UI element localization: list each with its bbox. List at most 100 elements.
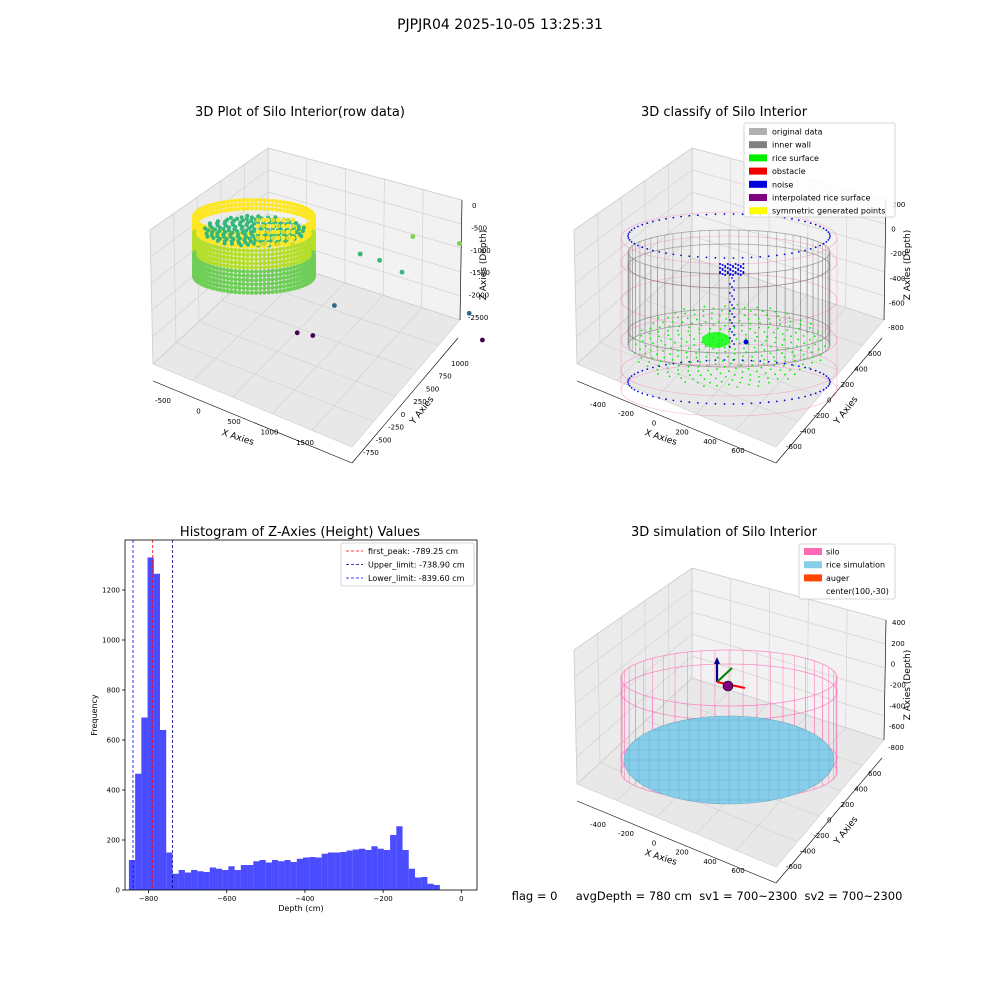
noise-point [791,217,793,220]
cloud-point [275,241,281,247]
rice-surface-point [779,319,781,321]
rice-surface-point [755,370,758,373]
cloud-point [245,198,250,203]
cloud-point [260,229,266,235]
cloud-point [233,260,238,265]
rice-surface-point [646,365,649,367]
rice-surface-point [739,381,742,384]
cloud-point [288,270,293,275]
cloud-point [262,282,267,287]
rice-surface-point [795,331,797,334]
noise-point [726,267,729,269]
rice-surface-point [758,326,760,329]
rice-surface-point [794,359,796,362]
cloud-point [281,271,287,276]
y-tick-label: 500 [426,385,439,393]
rice-surface-point [764,372,767,375]
noise-point [827,231,830,234]
histogram-bar [414,877,422,890]
cloud-point [290,223,296,229]
cloud-point [249,257,254,262]
noise-point [646,368,649,370]
cloud-point [288,253,293,258]
cloud-point [280,241,286,247]
cloud-point [215,201,220,206]
rice-surface-point [677,369,679,371]
noise-point [797,397,800,399]
z-tick-label: 0 [891,661,895,669]
rice-surface-point [783,338,786,341]
noise-point [759,402,762,404]
cloud-point [262,273,267,278]
rice-surface-point [760,366,763,369]
cloud-point [254,290,259,295]
cloud-point [221,275,227,280]
panel-raw-data-z-ticks: 0 -500 -1000 -1500 -2000 -2500 [468,202,491,322]
pane-edge [573,229,578,365]
x-tick-label: 600 [731,447,744,455]
rice-surface-point [688,347,690,350]
rice-surface-point [710,317,713,320]
grid-line [668,164,670,280]
cloud-point [258,248,263,253]
cloud-point [249,252,254,258]
noise-point [734,267,737,269]
cloud-point [215,249,220,254]
cloud-point [292,282,297,287]
cloud-point [225,203,230,208]
cloud-point [225,263,230,268]
noise-point [741,402,744,405]
cloud-point [258,273,263,278]
z-tick-label: 200 [892,201,905,209]
noise-point [797,365,800,367]
rice-surface-point [680,377,683,379]
y-tick-label: 200 [841,381,854,389]
histogram-bar [222,870,229,890]
z-tick-label: -500 [471,224,487,232]
grid-line [597,213,601,343]
rice-surface-point [773,356,775,358]
cloud-point [237,206,242,211]
rice-surface-point [632,337,635,340]
rice-surface-point [788,316,791,319]
cloud-point [288,249,293,254]
cloud-point [262,286,267,291]
cloud-point [293,221,299,226]
noise-point [741,359,744,362]
rice-surface-point [668,363,671,365]
cloud-point [296,224,301,229]
rice-surface-point [741,371,744,373]
cloud-point [254,257,259,262]
cloud-point [249,206,254,211]
noise-point [646,394,649,396]
cloud-point [301,225,306,230]
cloud-point [225,199,230,204]
histogram-bar [228,866,235,890]
noise-point [729,274,731,276]
grid-line [735,307,846,431]
histogram-bar [253,861,260,890]
noise-point [652,249,654,252]
cloud-point [285,235,291,241]
rice-surface-point [803,358,806,361]
cloud-point [252,227,257,232]
cloud-point [241,290,246,295]
cloud-point [290,241,296,247]
rice-surface-point [740,330,743,332]
y-axis-line [775,337,883,464]
noise-point [688,360,691,363]
histogram-bar [408,868,415,890]
cloud-point [215,234,220,239]
cloud-point [218,241,223,246]
cloud-point [249,273,254,279]
rice-surface-point [699,374,702,377]
pane-edge [149,229,154,365]
y-axis-line [351,337,459,464]
cloud-point [270,285,275,290]
rice-surface-point [748,383,750,386]
outlier-point [480,337,485,343]
rice-surface-point [767,377,769,379]
cloud-point [281,275,287,280]
noise-point [822,388,825,391]
rice-surface-point [677,355,680,357]
